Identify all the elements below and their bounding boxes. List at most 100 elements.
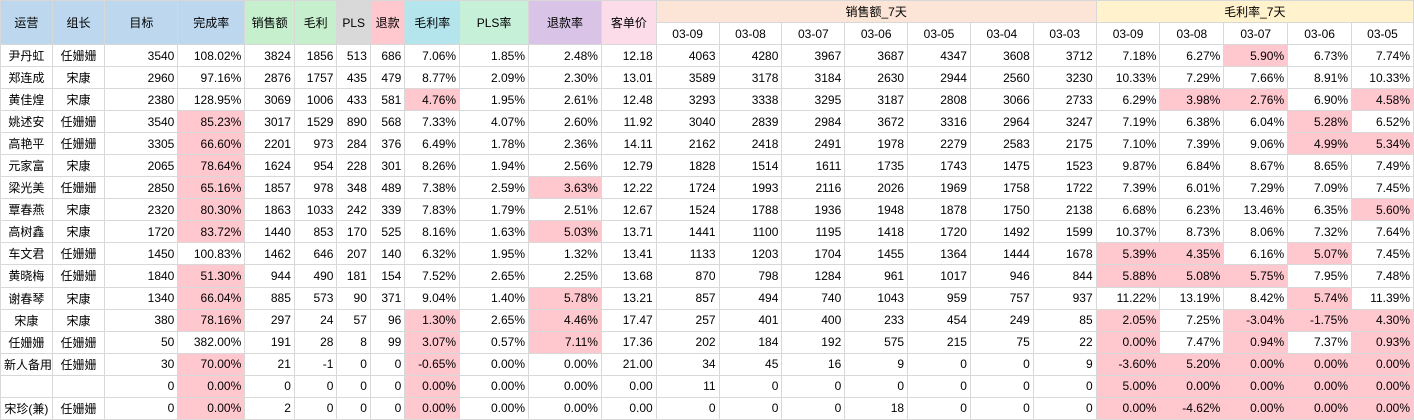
ops-cell[interactable]: 郑连成 [0,66,53,90]
sales-0303-cell[interactable]: 3230 [1032,66,1097,90]
sales-0303-cell[interactable]: 2733 [1032,88,1097,112]
avg-order-cell[interactable]: 11.92 [600,110,657,134]
refund-cell[interactable]: 99 [369,330,406,354]
leader-cell[interactable]: 宋康 [51,66,106,90]
sales-0308-cell[interactable]: 1788 [718,198,783,222]
refund-cell[interactable]: 339 [369,198,406,222]
completion-rate-cell[interactable]: 83.72% [177,220,246,244]
table-row[interactable]: 覃春燕 宋康 2320 80.30% 1863 1033 242 339 7.83% 1.79% 2… [0,198,1414,222]
sales-0306-cell[interactable]: 1418 [844,220,909,244]
gross-rate-0305-cell[interactable]: 7.45% [1351,242,1414,266]
gross-rate-0308-cell[interactable]: 7.47% [1159,330,1225,354]
leader-cell[interactable]: 宋康 [51,220,106,244]
header-pls[interactable]: PLS [336,0,371,45]
avg-order-cell[interactable]: 13.41 [600,242,657,266]
sales-cell[interactable]: 2 [244,396,295,420]
ops-cell[interactable]: 黄晓梅 [0,264,53,288]
leader-cell[interactable]: 任姗姗 [51,264,106,288]
gross-rate-0309-cell[interactable]: 0.00% [1095,396,1161,420]
gross-rate-cell[interactable]: 7.38% [404,176,461,200]
sales-0309-cell[interactable]: 870 [655,264,720,288]
completion-rate-cell[interactable]: 66.60% [177,132,246,156]
pls-cell[interactable]: 284 [336,132,371,156]
gross-rate-0305-cell[interactable]: 0.00% [1351,352,1414,376]
gross-rate-0309-cell[interactable]: 5.00% [1095,374,1161,398]
leader-cell[interactable]: 任姗姗 [51,242,106,266]
completion-rate-cell[interactable]: 128.95% [177,88,246,112]
gross-rate-0309-cell[interactable]: 9.87% [1095,154,1161,178]
table-row[interactable]: 宋珍(兼) 任姗姗 0 0.00% 2 0 0 0 0.00% 0.00% 0.00% 0.00 0 0 0… [0,396,1414,420]
header-gross-date[interactable]: 03-08 [1159,22,1225,45]
gross-rate-cell[interactable]: 0.00% [404,396,461,420]
ops-cell[interactable]: 谢春琴 [0,286,53,310]
sales-0307-cell[interactable]: 1284 [781,264,846,288]
gross-rate-0305-cell[interactable]: 0.00% [1351,396,1414,420]
gross-rate-cell[interactable]: 8.16% [404,220,461,244]
target-cell[interactable]: 2960 [104,66,179,90]
gross-rate-0306-cell[interactable]: 0.00% [1287,352,1352,376]
sales-0307-cell[interactable]: 1611 [781,154,846,178]
gross-rate-0307-cell[interactable]: 9.06% [1223,132,1289,156]
header-sales-date[interactable]: 03-03 [1032,22,1097,45]
gross-rate-0307-cell[interactable]: 13.46% [1223,198,1289,222]
gross-profit-cell[interactable]: 978 [293,176,338,200]
avg-order-cell[interactable]: 0.00 [600,396,657,420]
sales-0304-cell[interactable]: 0 [969,374,1034,398]
sales-0307-cell[interactable]: 2984 [781,110,846,134]
sales-0303-cell[interactable]: 1722 [1032,176,1097,200]
completion-rate-cell[interactable]: 51.30% [177,264,246,288]
sales-0309-cell[interactable]: 1133 [655,242,720,266]
gross-rate-0307-cell[interactable]: 8.06% [1223,220,1289,244]
gross-rate-cell[interactable]: 8.26% [404,154,461,178]
target-cell[interactable]: 0 [104,396,179,420]
gross-rate-0306-cell[interactable]: 8.91% [1287,66,1352,90]
target-cell[interactable]: 50 [104,330,179,354]
avg-order-cell[interactable]: 17.47 [600,308,657,332]
sales-0304-cell[interactable]: 2583 [969,132,1034,156]
sales-0309-cell[interactable]: 857 [655,286,720,310]
gross-rate-0306-cell[interactable]: 0.00% [1287,396,1352,420]
refund-cell[interactable]: 96 [369,308,406,332]
gross-rate-0306-cell[interactable]: 5.74% [1287,286,1352,310]
completion-rate-cell[interactable]: 100.83% [177,242,246,266]
table-row[interactable]: 宋康 宋康 380 78.16% 297 24 57 96 1.30% 2.65% 4.46% 17.… [0,308,1414,332]
refund-cell[interactable]: 568 [369,110,406,134]
sales-0305-cell[interactable]: 3316 [907,110,971,134]
gross-rate-0309-cell[interactable]: 7.18% [1095,43,1161,68]
sales-0309-cell[interactable]: 2162 [655,132,720,156]
pls-rate-cell[interactable]: 2.09% [459,66,530,90]
sales-0303-cell[interactable]: 3247 [1032,110,1097,134]
gross-rate-0307-cell[interactable]: 0.94% [1223,330,1289,354]
gross-rate-0305-cell[interactable]: 6.52% [1351,110,1414,134]
refund-cell[interactable]: 371 [369,286,406,310]
refund-rate-cell[interactable]: 2.36% [528,132,602,156]
sales-0303-cell[interactable]: 844 [1032,264,1097,288]
gross-rate-0305-cell[interactable]: 4.58% [1351,88,1414,112]
sales-0305-cell[interactable]: 0 [907,352,971,376]
leader-cell[interactable]: 宋康 [51,154,106,178]
header-gross-rate-7days[interactable]: 毛利率_7天 [1095,0,1414,23]
refund-cell[interactable]: 525 [369,220,406,244]
gross-profit-cell[interactable]: 1006 [293,88,338,112]
gross-profit-cell[interactable]: 0 [293,374,338,398]
sales-0306-cell[interactable]: 3672 [844,110,909,134]
avg-order-cell[interactable]: 12.22 [600,176,657,200]
refund-rate-cell[interactable]: 0.00% [528,374,602,398]
sales-0305-cell[interactable]: 2279 [907,132,971,156]
gross-rate-0307-cell[interactable]: 6.16% [1223,242,1289,266]
sales-0307-cell[interactable]: 1936 [781,198,846,222]
sales-0309-cell[interactable]: 1524 [655,198,720,222]
avg-order-cell[interactable]: 12.67 [600,198,657,222]
sales-0303-cell[interactable]: 1523 [1032,154,1097,178]
sales-0309-cell[interactable]: 1724 [655,176,720,200]
pls-rate-cell[interactable]: 1.78% [459,132,530,156]
sales-0306-cell[interactable]: 1455 [844,242,909,266]
gross-rate-cell[interactable]: 6.32% [404,242,461,266]
sales-0308-cell[interactable]: 494 [718,286,783,310]
sales-0306-cell[interactable]: 3187 [844,88,909,112]
table-row[interactable]: 尹丹虹 任姗姗 3540 108.02% 3824 1856 513 686 7.06% 1.85… [0,43,1414,68]
gross-rate-0308-cell[interactable]: 6.27% [1159,43,1225,68]
sales-cell[interactable]: 1624 [244,154,295,178]
pls-cell[interactable]: 0 [336,352,371,376]
header-ops[interactable]: 运营 [0,0,53,45]
